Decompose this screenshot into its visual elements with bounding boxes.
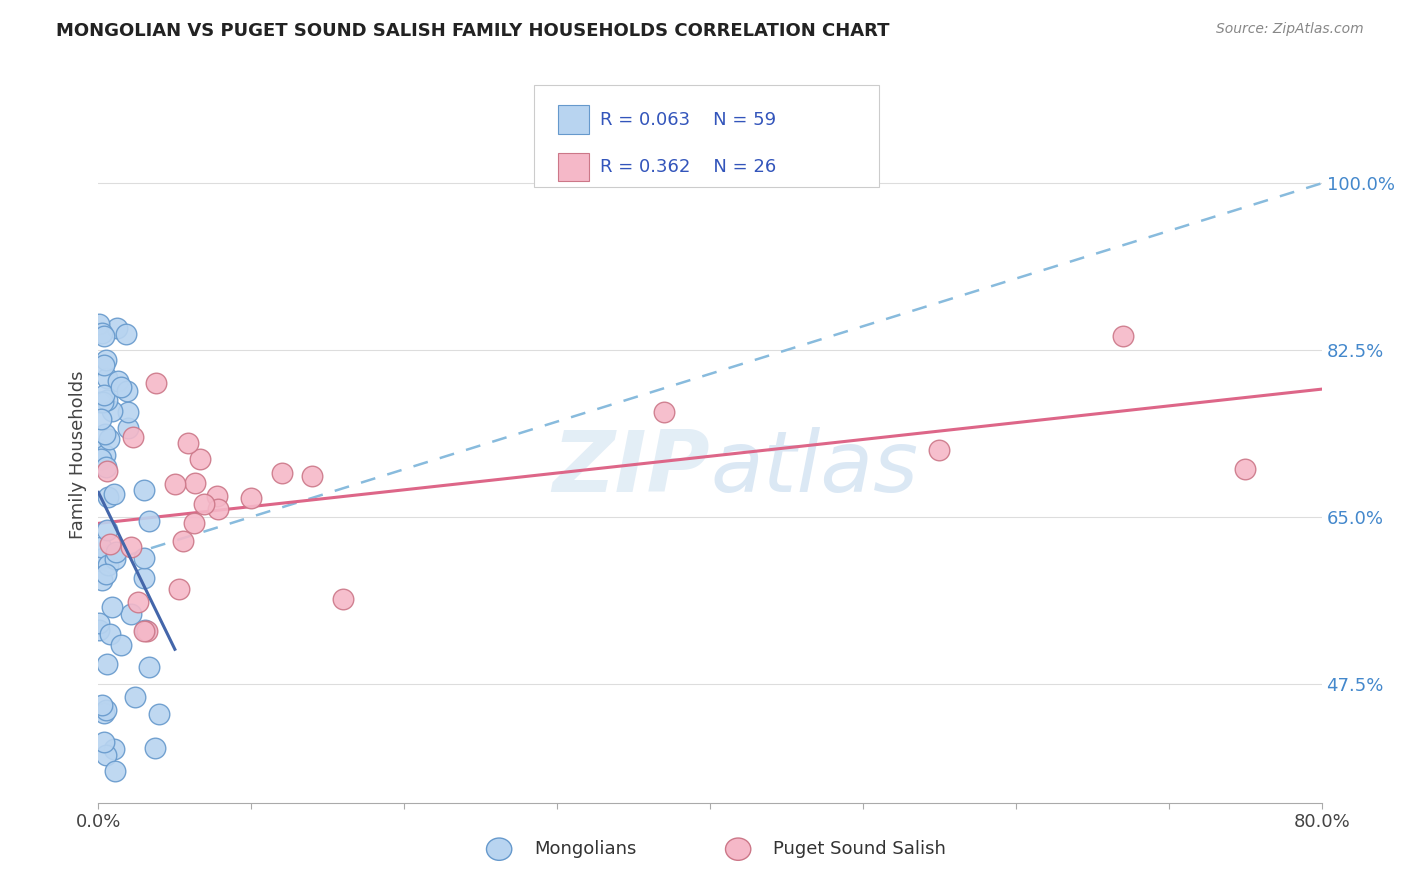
Point bbox=[96, 523, 118, 537]
Point bbox=[1234, 462, 1257, 476]
Point bbox=[117, 384, 139, 398]
Point bbox=[135, 624, 157, 639]
Point bbox=[90, 574, 112, 588]
Point bbox=[132, 571, 155, 585]
Point bbox=[97, 558, 120, 572]
Point bbox=[101, 404, 124, 418]
Point bbox=[90, 452, 112, 467]
Text: R = 0.362    N = 26: R = 0.362 N = 26 bbox=[600, 158, 776, 176]
Point bbox=[98, 537, 121, 551]
Point bbox=[183, 476, 205, 491]
Text: ZIP: ZIP bbox=[553, 427, 710, 510]
Point bbox=[143, 741, 166, 756]
Text: R = 0.063    N = 59: R = 0.063 N = 59 bbox=[600, 111, 776, 128]
Point bbox=[89, 395, 111, 409]
Point bbox=[148, 707, 170, 722]
Point bbox=[94, 448, 117, 462]
Point bbox=[928, 443, 950, 458]
Point bbox=[163, 476, 186, 491]
Point bbox=[90, 412, 112, 426]
Point bbox=[183, 516, 205, 530]
Point bbox=[97, 432, 120, 446]
Point bbox=[94, 352, 117, 367]
Point bbox=[138, 659, 160, 673]
Point bbox=[127, 595, 149, 609]
Y-axis label: Family Households: Family Households bbox=[69, 371, 87, 539]
Point bbox=[103, 742, 125, 756]
Point bbox=[101, 547, 124, 561]
Point bbox=[89, 317, 111, 331]
Point bbox=[207, 501, 229, 516]
Point bbox=[134, 623, 156, 637]
Point bbox=[91, 395, 114, 409]
Point bbox=[96, 464, 118, 478]
Point bbox=[89, 623, 111, 637]
Point bbox=[90, 541, 112, 555]
Point bbox=[94, 703, 117, 717]
Point bbox=[94, 459, 117, 474]
Point bbox=[115, 327, 138, 342]
Point bbox=[104, 552, 127, 566]
Point bbox=[94, 427, 117, 442]
Point bbox=[122, 430, 145, 444]
Point bbox=[97, 491, 120, 505]
Point bbox=[652, 405, 675, 419]
Point bbox=[110, 638, 132, 652]
Point bbox=[96, 748, 118, 763]
Point bbox=[107, 374, 129, 388]
Point bbox=[193, 497, 215, 511]
Point bbox=[145, 376, 167, 391]
Point bbox=[134, 550, 156, 565]
Point bbox=[120, 540, 142, 554]
Point bbox=[132, 624, 155, 639]
Text: atlas: atlas bbox=[710, 427, 918, 510]
Point bbox=[332, 591, 354, 606]
Point bbox=[100, 600, 122, 615]
Point bbox=[124, 690, 146, 704]
Point bbox=[104, 764, 127, 778]
Point bbox=[177, 435, 200, 450]
Point bbox=[240, 491, 263, 505]
Point bbox=[89, 615, 111, 630]
Point bbox=[93, 735, 115, 749]
Text: MONGOLIAN VS PUGET SOUND SALISH FAMILY HOUSEHOLDS CORRELATION CHART: MONGOLIAN VS PUGET SOUND SALISH FAMILY H… bbox=[56, 22, 890, 40]
Point bbox=[94, 567, 117, 582]
Point bbox=[138, 514, 160, 528]
Point bbox=[91, 551, 114, 566]
Point bbox=[93, 328, 115, 343]
Point bbox=[105, 321, 128, 335]
Point bbox=[205, 489, 228, 503]
Text: Mongolians: Mongolians bbox=[534, 840, 637, 858]
Point bbox=[110, 380, 132, 394]
Point bbox=[105, 545, 128, 559]
Point bbox=[301, 469, 323, 483]
Point bbox=[103, 487, 125, 501]
Point bbox=[93, 706, 115, 720]
Point bbox=[172, 534, 194, 549]
Point bbox=[117, 405, 139, 419]
Point bbox=[96, 657, 118, 672]
Point bbox=[167, 582, 190, 596]
Point bbox=[93, 358, 115, 372]
Point bbox=[98, 627, 121, 641]
Text: Source: ZipAtlas.com: Source: ZipAtlas.com bbox=[1216, 22, 1364, 37]
Point bbox=[117, 421, 139, 435]
Point bbox=[89, 442, 111, 456]
Point bbox=[132, 483, 155, 498]
Point bbox=[1112, 328, 1135, 343]
Point bbox=[91, 698, 114, 713]
Point bbox=[93, 387, 115, 401]
Point bbox=[270, 466, 294, 480]
Point bbox=[188, 452, 211, 467]
Text: Puget Sound Salish: Puget Sound Salish bbox=[773, 840, 946, 858]
Point bbox=[91, 326, 114, 340]
Point bbox=[96, 371, 118, 385]
Point bbox=[120, 607, 142, 621]
Point bbox=[96, 393, 118, 408]
